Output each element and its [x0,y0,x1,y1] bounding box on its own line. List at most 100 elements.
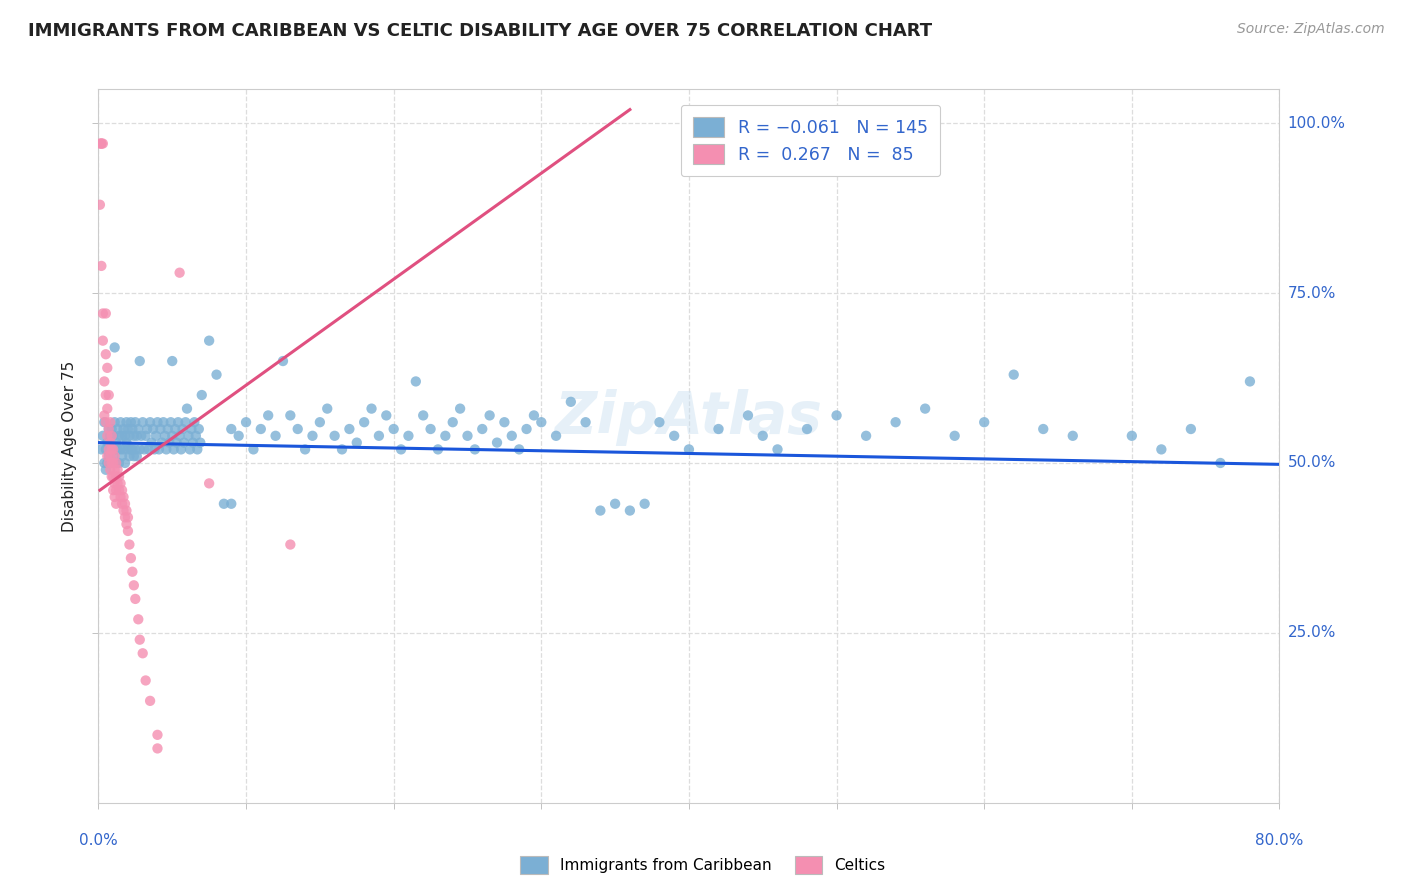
Point [111,429,134,443]
Point [104,490,127,504]
Point [441,415,464,429]
Point [560,394,582,409]
Point [122,578,145,592]
Point [103,442,125,457]
Text: 100.0%: 100.0% [1288,116,1346,131]
Point [93,409,115,423]
Point [368,429,391,443]
Point [114,429,136,443]
Point [389,442,412,457]
Point [112,503,135,517]
Point [179,442,201,457]
Point [1150,442,1173,457]
Point [120,551,142,566]
Legend: R = −0.061   N = 145, R =  0.267   N =  85: R = −0.061 N = 145, R = 0.267 N = 85 [681,105,941,177]
Point [855,429,877,443]
Point [165,422,187,436]
Point [501,429,523,443]
Point [138,442,160,457]
Text: 0.0%: 0.0% [79,833,118,848]
Point [486,435,509,450]
Point [94,347,117,361]
Point [108,429,131,443]
Point [264,429,287,443]
Point [478,409,501,423]
Y-axis label: Disability Age Over 75: Disability Age Over 75 [62,360,77,532]
Point [167,415,190,429]
Point [90,259,112,273]
Point [97,449,120,463]
Point [162,429,183,443]
Point [127,612,149,626]
Point [105,469,128,483]
Point [166,435,188,450]
Point [323,429,346,443]
Point [176,401,198,416]
Point [127,422,149,436]
Point [198,334,221,348]
Point [1062,429,1084,443]
Point [128,442,150,457]
Point [678,442,700,457]
Point [108,456,131,470]
Point [105,435,128,450]
Point [118,537,141,551]
Point [257,409,280,423]
Point [115,517,138,532]
Point [287,422,309,436]
Text: 50.0%: 50.0% [1288,456,1336,470]
Point [100,469,122,483]
Point [103,456,125,470]
Point [973,415,995,429]
Point [120,442,142,457]
Point [228,429,250,443]
Point [1239,375,1261,389]
Point [337,422,360,436]
Point [112,422,135,436]
Point [124,415,146,429]
Point [294,442,316,457]
Point [107,442,129,457]
Point [382,422,405,436]
Point [456,429,478,443]
Point [396,429,419,443]
Point [104,449,127,463]
Point [530,415,553,429]
Point [118,429,141,443]
Point [619,503,641,517]
Point [309,415,332,429]
Point [96,435,118,450]
Point [117,422,139,436]
Point [139,694,162,708]
Point [108,483,131,498]
Point [884,415,907,429]
Point [242,442,264,457]
Point [169,266,191,280]
Point [250,422,273,436]
Point [943,429,966,443]
Point [91,429,114,443]
Point [100,442,122,457]
Point [97,388,120,402]
Point [94,306,117,320]
Point [186,442,208,457]
Point [146,728,169,742]
Point [183,415,205,429]
Point [375,409,398,423]
Point [605,497,627,511]
Point [107,422,129,436]
Point [110,476,132,491]
Point [103,449,125,463]
Point [111,497,134,511]
Point [150,435,173,450]
Point [128,354,150,368]
Point [93,415,115,429]
Point [90,136,112,151]
Point [152,415,174,429]
Point [90,442,112,457]
Point [1180,422,1202,436]
Point [111,483,134,498]
Point [100,429,122,443]
Point [278,409,302,423]
Point [96,401,118,416]
